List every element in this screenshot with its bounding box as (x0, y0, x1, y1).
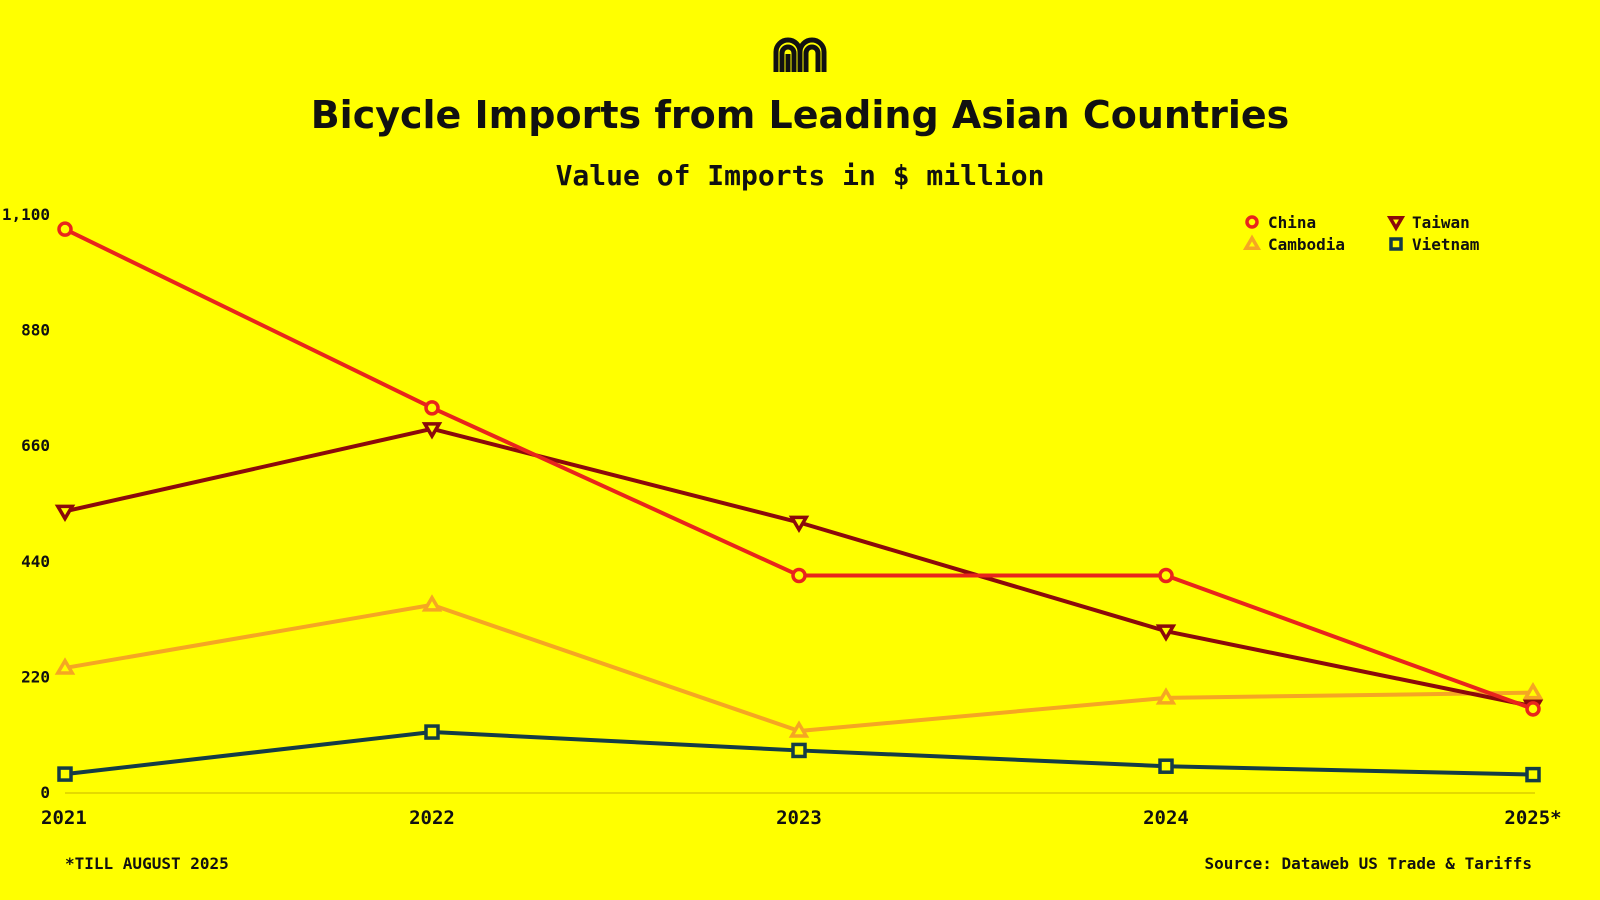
data-point-china (57, 221, 73, 237)
chart-title: Bicycle Imports from Leading Asian Count… (311, 93, 1290, 137)
source-note: Source: Dataweb US Trade & Tariffs (1204, 854, 1532, 873)
legend-marker (1245, 215, 1259, 229)
data-point-taiwan (54, 504, 76, 523)
legend-item-vietnam: Vietnam (1389, 235, 1480, 254)
legend: China Taiwan Cambodia Vietnam (1242, 213, 1480, 254)
series-cambodia (54, 594, 1544, 738)
legend-item-cambodia: Cambodia (1242, 234, 1345, 254)
legend-marker (1389, 237, 1403, 251)
data-point-vietnam (1158, 758, 1174, 774)
legend-marker (1242, 234, 1262, 250)
legend-item-taiwan: Taiwan (1386, 213, 1470, 232)
data-point-china (1158, 567, 1174, 584)
data-point-cambodia (1522, 681, 1544, 700)
y-tick-label: 880 (21, 321, 50, 340)
legend-marker (1386, 216, 1406, 232)
series-china (57, 221, 1541, 717)
series-line-cambodia (64, 602, 1534, 733)
x-axis: 2021 2022 2023 2024 2025* (41, 807, 1562, 829)
data-point-cambodia (54, 657, 76, 675)
legend-label: China (1268, 213, 1316, 232)
series-line-china (64, 227, 1534, 711)
series-vietnam (57, 724, 1541, 783)
x-tick-label: 2025* (1504, 807, 1561, 829)
y-tick-label: 660 (21, 436, 50, 455)
y-axis: 0 220 440 660 880 1,100 (2, 205, 50, 802)
y-tick-label: 440 (21, 552, 50, 571)
data-point-china (424, 400, 440, 416)
x-tick-label: 2023 (776, 807, 822, 829)
legend-label: Cambodia (1268, 235, 1345, 254)
series-line-taiwan (64, 426, 1534, 709)
data-point-taiwan (788, 515, 810, 534)
data-point-vietnam (1525, 766, 1541, 783)
legend-label: Taiwan (1412, 213, 1470, 232)
data-point-taiwan (1155, 624, 1177, 642)
data-point-china (1525, 701, 1541, 717)
y-tick-label: 1,100 (2, 205, 50, 224)
x-tick-label: 2021 (41, 807, 87, 829)
data-point-cambodia (421, 594, 443, 612)
data-point-cambodia (1155, 687, 1177, 705)
footnote: *TILL AUGUST 2025 (65, 854, 229, 873)
legend-item-china: China (1245, 213, 1316, 232)
chart-subtitle: Value of Imports in $ million (556, 159, 1045, 192)
y-tick-label: 0 (40, 783, 50, 802)
legend-label: Vietnam (1412, 235, 1480, 254)
data-point-cambodia (788, 720, 810, 738)
x-tick-label: 2022 (409, 807, 455, 829)
data-point-china (791, 567, 807, 584)
data-point-vietnam (57, 766, 73, 782)
data-point-vietnam (424, 724, 440, 740)
series-layer (54, 221, 1544, 783)
y-tick-label: 220 (21, 667, 50, 686)
data-point-taiwan (421, 422, 443, 440)
data-point-vietnam (791, 742, 807, 759)
x-tick-label: 2024 (1143, 807, 1189, 829)
arch-logo-icon (773, 37, 827, 72)
